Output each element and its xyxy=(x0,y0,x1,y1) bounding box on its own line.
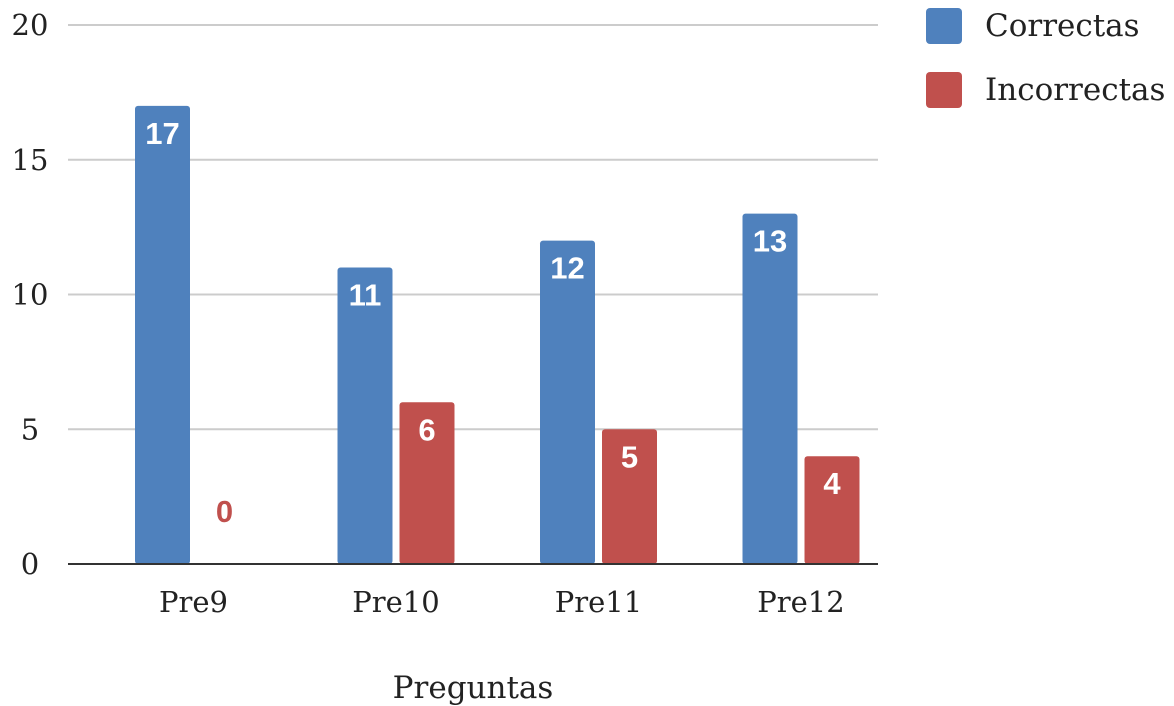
y-tick-label: 15 xyxy=(12,143,49,177)
y-tick-label: 10 xyxy=(12,278,49,312)
data-label: 4 xyxy=(823,466,841,501)
y-tick-label: 5 xyxy=(21,412,39,446)
y-tick-label: 0 xyxy=(21,547,39,581)
data-label: 5 xyxy=(621,439,638,474)
bar-correctas-pre9 xyxy=(135,105,190,564)
x-axis-title: Preguntas xyxy=(393,670,554,706)
data-label: 17 xyxy=(145,116,179,151)
x-tick-label: Pre11 xyxy=(555,585,642,619)
legend: Correctas Incorrectas xyxy=(926,8,1165,108)
bars xyxy=(135,105,860,564)
legend-label-incorrectas: Incorrectas xyxy=(985,72,1165,108)
x-tick-label: Pre10 xyxy=(352,585,439,619)
data-label: 11 xyxy=(349,278,382,313)
x-axis-ticks: Pre9 Pre10 Pre11 Pre12 xyxy=(159,585,845,619)
y-tick-label: 20 xyxy=(12,8,49,42)
data-label: 6 xyxy=(418,412,435,447)
bar-correctas-pre10 xyxy=(337,267,393,564)
x-tick-label: Pre9 xyxy=(159,585,228,619)
bar-incorrectas-pre10 xyxy=(399,402,455,564)
data-label: 13 xyxy=(753,224,787,259)
legend-swatch-correctas xyxy=(926,8,962,44)
bar-correctas-pre12 xyxy=(742,213,798,564)
bar-incorrectas-pre11 xyxy=(602,429,657,564)
x-tick-label: Pre12 xyxy=(757,585,844,619)
bar-incorrectas-pre12 xyxy=(804,456,860,564)
legend-label-correctas: Correctas xyxy=(985,8,1140,44)
legend-swatch-incorrectas xyxy=(926,72,962,108)
data-labels: 17 0 11 6 12 5 13 4 xyxy=(145,116,841,529)
data-label: 12 xyxy=(550,251,584,286)
bar-correctas-pre11 xyxy=(540,240,595,564)
data-label: 0 xyxy=(216,494,233,529)
y-axis-ticks: 0 5 10 15 20 xyxy=(12,8,49,581)
